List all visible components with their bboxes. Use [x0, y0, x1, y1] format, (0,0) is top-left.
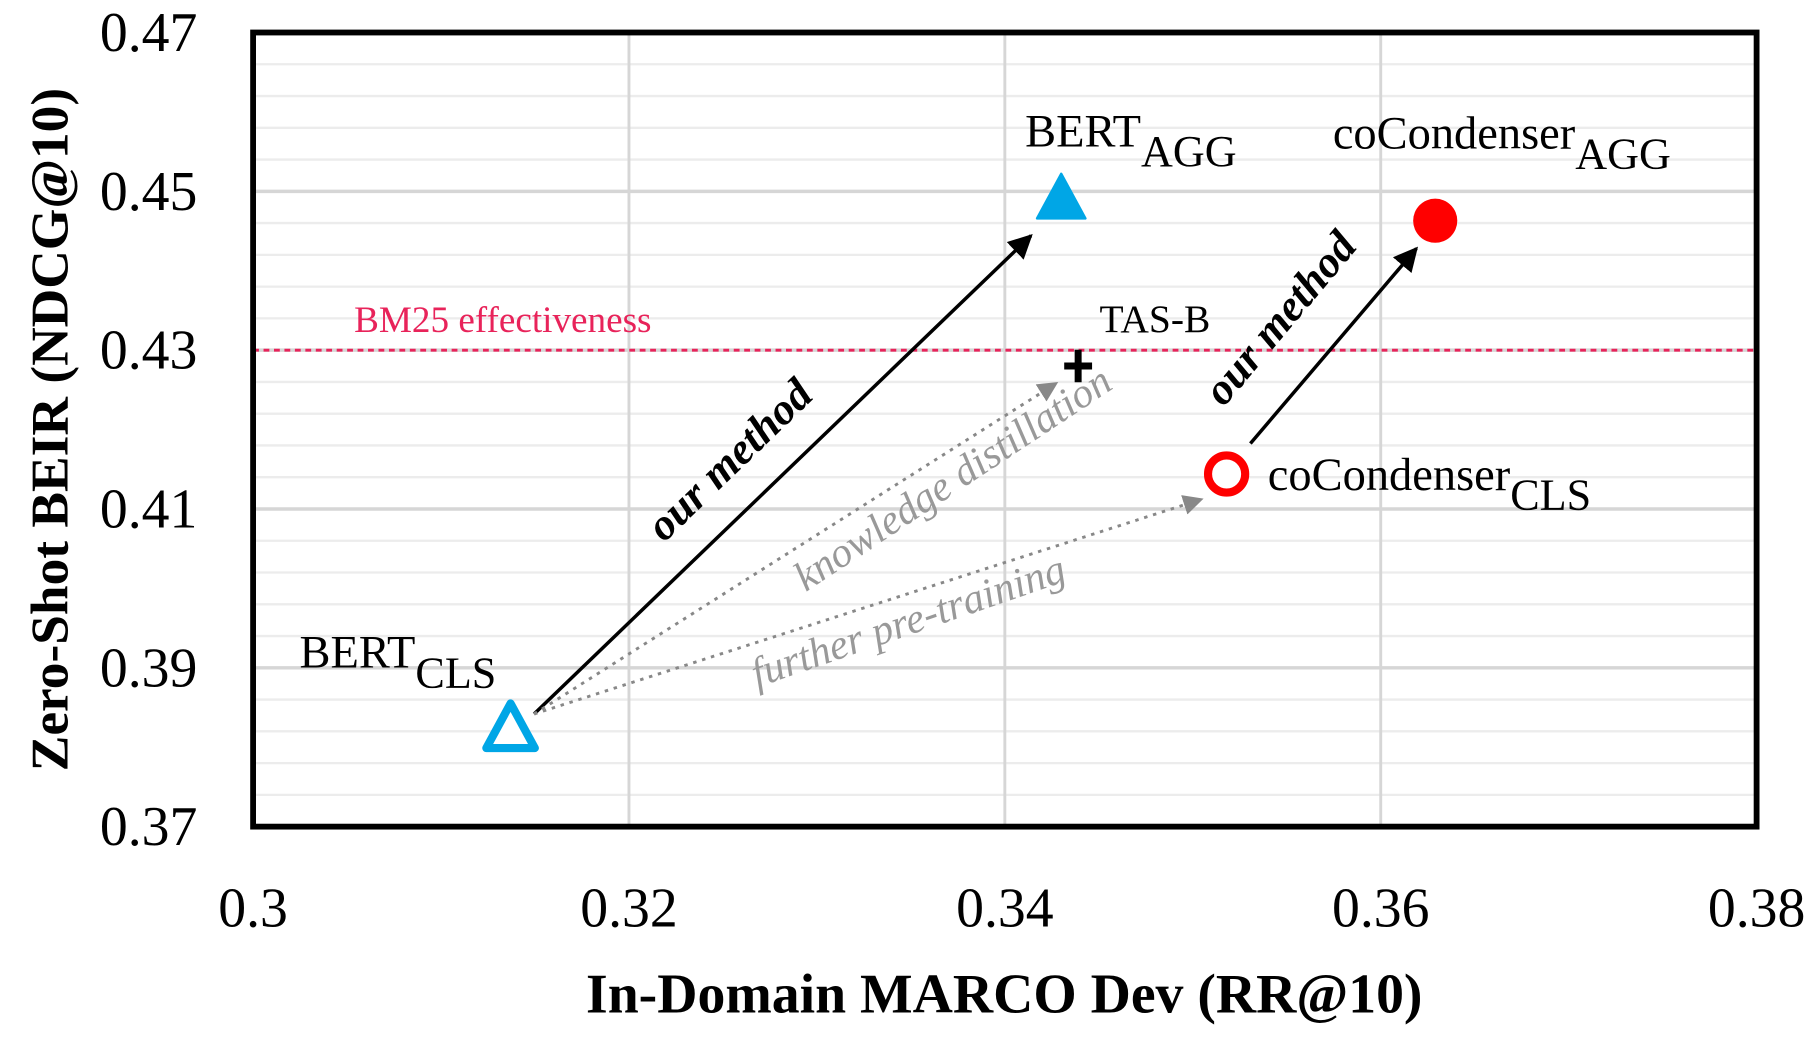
point-label-name: coCondenser [1333, 109, 1576, 160]
annotation-label: knowledge distillation [786, 358, 1120, 601]
point-label-name: BERT [300, 628, 416, 679]
point-label-subscript: CLS [1510, 471, 1591, 520]
x-tick-label: 0.32 [580, 877, 678, 939]
circle-marker [1413, 198, 1458, 243]
arrows [532, 233, 1419, 716]
our-method-arrow-cocondenser [1249, 246, 1419, 445]
y-tick-label: 0.39 [100, 637, 198, 699]
knowledge-distillation-arrow [533, 381, 1059, 716]
tick-labels: 0.47 0.45 0.43 0.41 0.39 0.37 0.3 0.32 0.34 0.36 0… [100, 2, 1805, 939]
point-label: coCondenserCLS [1268, 450, 1591, 520]
point-label-subscript: CLS [415, 648, 496, 697]
y-tick-label: 0.45 [100, 161, 198, 223]
x-tick-label: 0.34 [956, 877, 1054, 939]
point-label: TAS-B [1099, 297, 1210, 341]
point-label-name: TAS-B [1099, 297, 1210, 341]
point-label-subscript: AGG [1141, 127, 1237, 176]
point-label: coCondenserAGG [1333, 109, 1671, 179]
bm25-label: BM25 effectiveness [354, 300, 651, 341]
data-points: BERTCLSBERTAGGTAS-BcoCondenserCLScoConde… [300, 106, 1671, 753]
point-label: BERTAGG [1025, 106, 1236, 176]
bm25-reference-line: BM25 effectiveness [253, 300, 1757, 352]
y-tick-label: 0.41 [100, 479, 198, 541]
y-tick-label: 0.43 [100, 320, 198, 382]
triangle-marker [482, 699, 539, 753]
y-tick-label: 0.47 [100, 2, 198, 64]
point-label-name: BERT [1025, 106, 1141, 157]
x-tick-label: 0.3 [218, 877, 288, 939]
grid [251, 30, 1759, 829]
y-tick-label: 0.37 [100, 796, 198, 858]
our-method-arrow-bert [532, 233, 1033, 716]
point-label-name: coCondenser [1268, 450, 1511, 501]
plot-frame [250, 29, 1760, 830]
x-axis-title: In-Domain MARCO Dev (RR@10) [586, 963, 1422, 1025]
x-tick-label: 0.36 [1332, 877, 1430, 939]
point-label: BERTCLS [300, 628, 497, 698]
plot-border [250, 29, 1760, 830]
plus-marker [1064, 349, 1093, 383]
point-label-subscript: AGG [1575, 129, 1671, 178]
circle-marker [1203, 451, 1250, 497]
y-axis-title: Zero-Shot BEIR (NDCG@10) [19, 88, 79, 771]
our-method-label: our method [637, 369, 822, 550]
triangle-marker [1035, 172, 1087, 220]
x-tick-label: 0.38 [1708, 877, 1806, 939]
